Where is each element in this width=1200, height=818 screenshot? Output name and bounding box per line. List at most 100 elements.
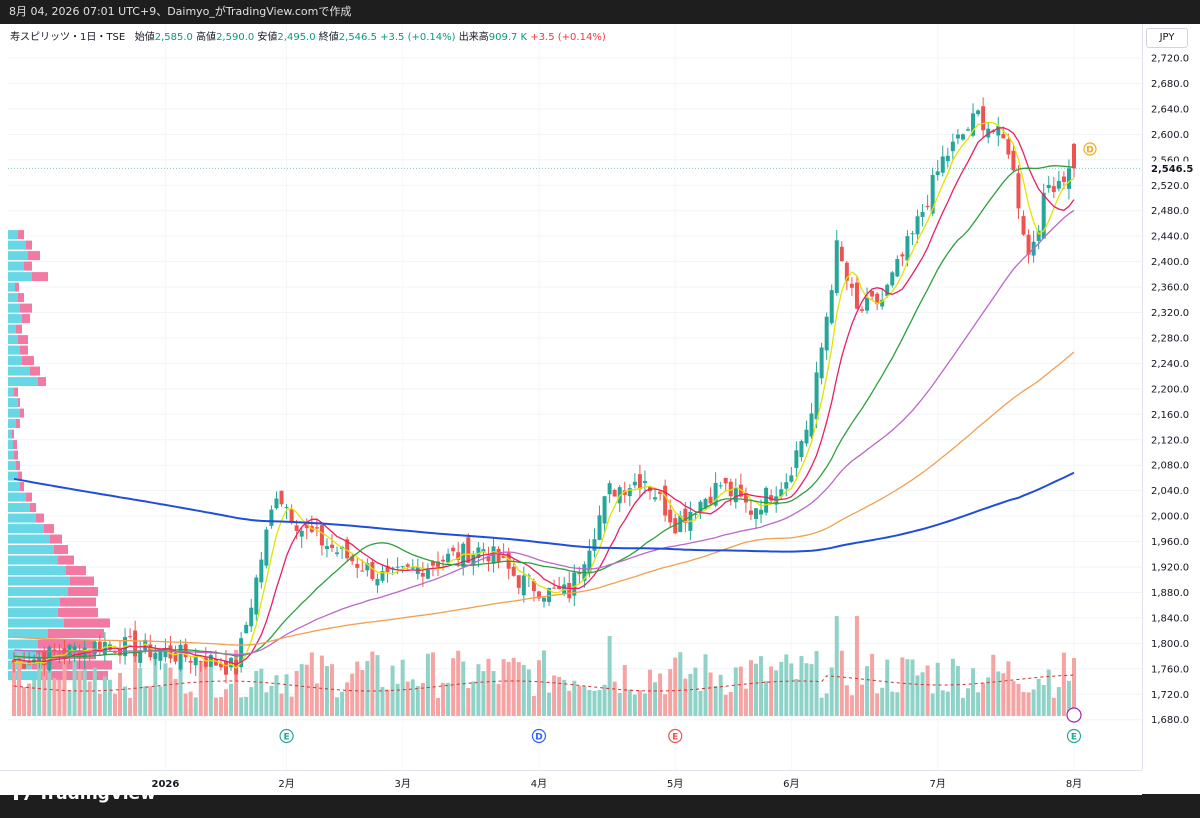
volume-bar [637,690,642,716]
volume-bar [683,678,688,716]
candle-body [1026,234,1031,255]
candle-body [193,656,198,666]
candle-body [239,638,244,668]
candle-body [158,651,163,661]
high-value: 2,590.0 [216,32,255,43]
volume-bar [501,659,506,716]
volume-profile-up-bar [8,513,36,523]
volume-profile-down-bar [32,660,112,670]
volume-profile-down-bar [14,387,18,397]
volume-profile-down-bar [16,461,20,471]
volume-bar [642,693,647,716]
volume-bar [587,690,592,716]
candle-body [728,481,733,497]
candle-body [259,559,264,583]
volume-bar [274,675,279,716]
ma-line-100 [13,351,1075,646]
y-tick-label: 2,200.0 [1151,384,1189,395]
volume-profile-up-bar [8,587,68,597]
ma-line-50 [13,209,1075,656]
volume-bar [52,678,57,716]
y-tick-label: 2,040.0 [1151,486,1189,497]
high-label: 高値 [196,32,217,43]
plot-area[interactable]: E D E E D [8,24,1142,770]
candle-body [62,648,67,657]
y-tick-label: 1,960.0 [1151,537,1189,548]
y-tick-label: 2,640.0 [1151,104,1189,115]
candle-body [330,544,334,549]
volume-bar [143,686,148,716]
y-tick-label: 2,280.0 [1151,333,1189,344]
event-marker-label: D [535,733,542,743]
volume-bar [17,653,22,716]
candle-body [804,429,809,444]
volume-bar [592,690,597,716]
volume-bar [890,691,895,716]
volume-bar [375,655,380,716]
candle-body [930,175,935,214]
volume-bar [622,665,627,716]
volume-profile-up-bar [8,482,20,492]
candle-body [405,564,410,567]
candle-body [653,497,658,500]
volume-profile-up-bar [8,440,13,450]
candle-body [461,543,466,567]
volume-bar [1036,678,1041,716]
candle-body [572,572,577,596]
volume-bar [178,657,183,716]
volume-bar [107,679,112,716]
volume-profile-up-bar [8,345,20,355]
volume-bar [986,677,991,716]
header-bar: 8月 04, 2026 07:01 UTC+9、Daimyo_がTradingV… [0,0,1200,24]
volume-bar [1011,681,1016,716]
volume-bar [658,673,663,716]
volume-bar [244,696,249,716]
event-marker-label: E [283,733,289,743]
volume-bar [218,697,223,716]
candle-body [451,547,456,552]
candle-body [552,587,557,589]
candle-body [213,659,218,666]
candle-body [72,646,77,652]
volume-bar [849,695,854,716]
candle-body [693,513,698,515]
candle-body [299,530,304,537]
volume-bar [350,673,355,716]
volume-bar [966,688,970,716]
volume-profile-down-bar [44,524,54,534]
candle-body [708,496,713,504]
volume-profile-up-bar [8,366,30,376]
candle-body [718,485,723,487]
price-chart-svg[interactable]: E D E E D [8,24,1142,770]
volume-profile-up-bar [8,566,66,576]
candle-body [875,293,880,305]
volume-profile-down-bar [32,272,48,282]
y-tick-label: 2,680.0 [1151,79,1189,90]
y-tick-label: 1,680.0 [1151,715,1189,726]
candle-body [496,548,501,563]
candle-body [102,642,107,655]
candle-body [814,372,819,420]
time-axis[interactable]: 2026 2月 3月 4月 5月 6月 7月 8月 [0,770,1142,795]
candle-body [471,553,476,566]
volume-profile-down-bar [16,324,22,334]
candle-body [915,216,920,235]
volume-profile-up-bar [8,282,15,292]
volume-bar [769,666,774,716]
currency-button[interactable]: JPY [1146,28,1188,48]
candle-body [531,581,536,592]
candle-body [683,508,688,523]
candle-body [890,272,895,286]
volume-profile-down-bar [22,356,34,366]
candle-body [925,205,930,208]
volume-profile-down-bar [16,419,20,429]
y-tick-label: 2,440.0 [1151,232,1189,243]
volume-profile-down-bar [28,251,40,261]
candle-body [133,630,138,657]
candle-body [935,171,940,176]
chart-area[interactable]: E D E E D 寿スピリッツ・1日・TSE 始値2,585.0 高値2,590.0 … [0,24,1200,770]
candle-body [794,450,799,469]
price-axis[interactable]: 2,720.0 2,680.0 2,640.0 2,600.0 2,560.0 2,520… [1142,24,1200,770]
volume-bar [552,675,557,716]
open-value: 2,585.0 [154,32,193,43]
